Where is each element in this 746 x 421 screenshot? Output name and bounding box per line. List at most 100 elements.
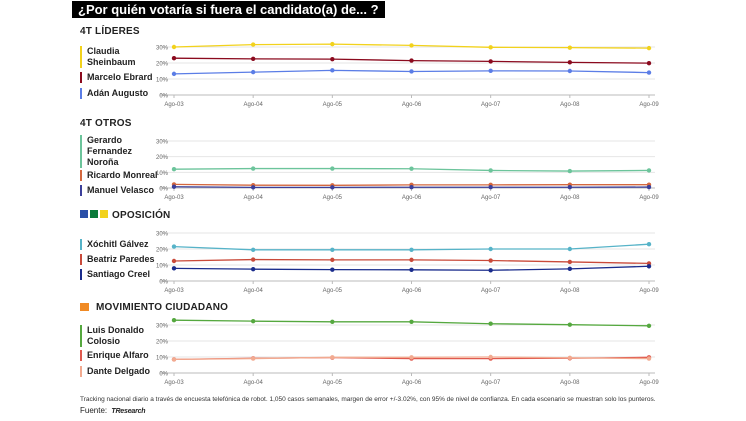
x-tick-label: Ago-03	[164, 195, 184, 201]
data-point	[409, 267, 414, 272]
x-tick-label: Ago-05	[323, 288, 343, 294]
x-tick-label: Ago-09	[639, 195, 659, 201]
data-point	[330, 41, 335, 47]
x-tick-label: Ago-07	[481, 380, 501, 386]
data-point	[409, 185, 414, 190]
section-title-movimiento-ciudadano: MOVIMIENTO CIUDADANO	[96, 302, 229, 313]
data-point	[488, 246, 493, 252]
x-tick-label: Ago-08	[560, 195, 580, 201]
party-logos	[80, 210, 108, 218]
data-point	[409, 43, 414, 48]
y-tick-label: 10%	[156, 356, 169, 362]
data-point	[409, 319, 414, 324]
data-point	[567, 246, 573, 252]
data-point	[567, 322, 573, 327]
y-tick-label: 30%	[156, 140, 169, 146]
x-tick-label: Ago-09	[639, 380, 659, 386]
data-point	[488, 45, 493, 50]
data-point	[171, 44, 177, 50]
data-point	[171, 266, 177, 271]
x-tick-label: Ago-05	[323, 195, 343, 201]
data-point	[171, 357, 177, 362]
data-point	[646, 184, 652, 190]
source-label: Fuente:	[80, 406, 108, 415]
data-point	[488, 168, 493, 173]
data-point	[171, 244, 177, 249]
data-point	[646, 242, 652, 247]
x-tick-label: Ago-05	[323, 102, 343, 108]
data-point	[171, 167, 177, 172]
data-point	[646, 45, 652, 51]
x-tick-label: Ago-09	[639, 288, 659, 294]
y-tick-label: 30%	[156, 46, 169, 52]
y-tick-label: 20%	[156, 340, 169, 346]
data-point	[171, 184, 177, 189]
x-tick-label: Ago-07	[481, 102, 501, 108]
data-point	[250, 356, 256, 361]
y-tick-label: 0%	[159, 280, 168, 286]
y-tick-label: 10%	[156, 171, 169, 177]
movimiento-ciudadano-logo-icon	[80, 303, 89, 311]
y-tick-label: 0%	[159, 94, 168, 100]
x-tick-label: Ago-06	[402, 288, 422, 294]
source-logo: TResearch	[111, 408, 146, 415]
data-point	[330, 185, 335, 190]
legend-luis-donaldo-colosio: Luis Donaldo Colosio	[80, 325, 151, 347]
data-point	[646, 60, 652, 66]
x-tick-label: Ago-07	[481, 288, 501, 294]
data-point	[488, 321, 493, 326]
data-point	[330, 247, 335, 252]
data-point	[567, 168, 573, 174]
y-tick-label: 10%	[156, 264, 169, 270]
data-point	[250, 266, 256, 272]
y-tick-label: 20%	[156, 248, 169, 254]
data-point	[488, 354, 493, 360]
section-title-4t-lideres: 4T LÍDERES	[80, 26, 140, 37]
data-point	[567, 266, 573, 272]
x-tick-label: Ago-05	[323, 380, 343, 386]
y-tick-label: 30%	[156, 232, 169, 238]
data-point	[646, 356, 652, 361]
data-point	[171, 318, 177, 323]
data-point	[171, 56, 177, 61]
data-point	[330, 166, 335, 171]
page-title: ¿Por quién votaría si fuera el candidato…	[72, 1, 385, 18]
data-point	[330, 257, 335, 263]
data-point	[330, 267, 335, 272]
x-tick-label: Ago-04	[243, 288, 263, 294]
x-tick-label: Ago-08	[560, 288, 580, 294]
data-point	[488, 68, 493, 74]
data-point	[250, 69, 256, 75]
x-tick-label: Ago-06	[402, 195, 422, 201]
x-tick-label: Ago-08	[560, 380, 580, 386]
data-point	[646, 323, 652, 328]
x-tick-label: Ago-06	[402, 380, 422, 386]
section-title-oposicion: OPOSICIÓN	[112, 210, 171, 221]
x-tick-label: Ago-03	[164, 288, 184, 294]
data-point	[250, 56, 256, 62]
data-point	[171, 71, 177, 77]
y-tick-label: 30%	[156, 324, 169, 330]
methodology-note: Tracking nacional diario a través de enc…	[80, 396, 656, 403]
data-point	[250, 257, 256, 262]
data-point	[330, 56, 335, 62]
data-point	[646, 70, 652, 75]
data-point	[250, 42, 256, 47]
data-point	[488, 258, 493, 263]
x-tick-label: Ago-04	[243, 195, 263, 201]
pan-logo-icon	[80, 210, 88, 218]
data-point	[171, 258, 177, 264]
legend-gerardo-fernandez-norona: Gerardo Fernandez Noroña	[80, 135, 149, 168]
x-tick-label: Ago-09	[639, 102, 659, 108]
x-tick-label: Ago-04	[243, 102, 263, 108]
data-point	[567, 45, 573, 50]
legend-marcelo-ebrard: Marcelo Ebrard	[80, 72, 167, 83]
legend-beatriz-paredes: Beatriz Paredes	[80, 254, 167, 265]
data-point	[330, 319, 335, 324]
x-tick-label: Ago-06	[402, 102, 422, 108]
legend-claudia-sheinbaum: Claudia Sheinbaum	[80, 46, 167, 68]
y-tick-label: 20%	[156, 62, 169, 68]
data-point	[567, 259, 573, 265]
data-point	[250, 166, 256, 171]
section-title-4t-otros: 4T OTROS	[80, 118, 132, 129]
